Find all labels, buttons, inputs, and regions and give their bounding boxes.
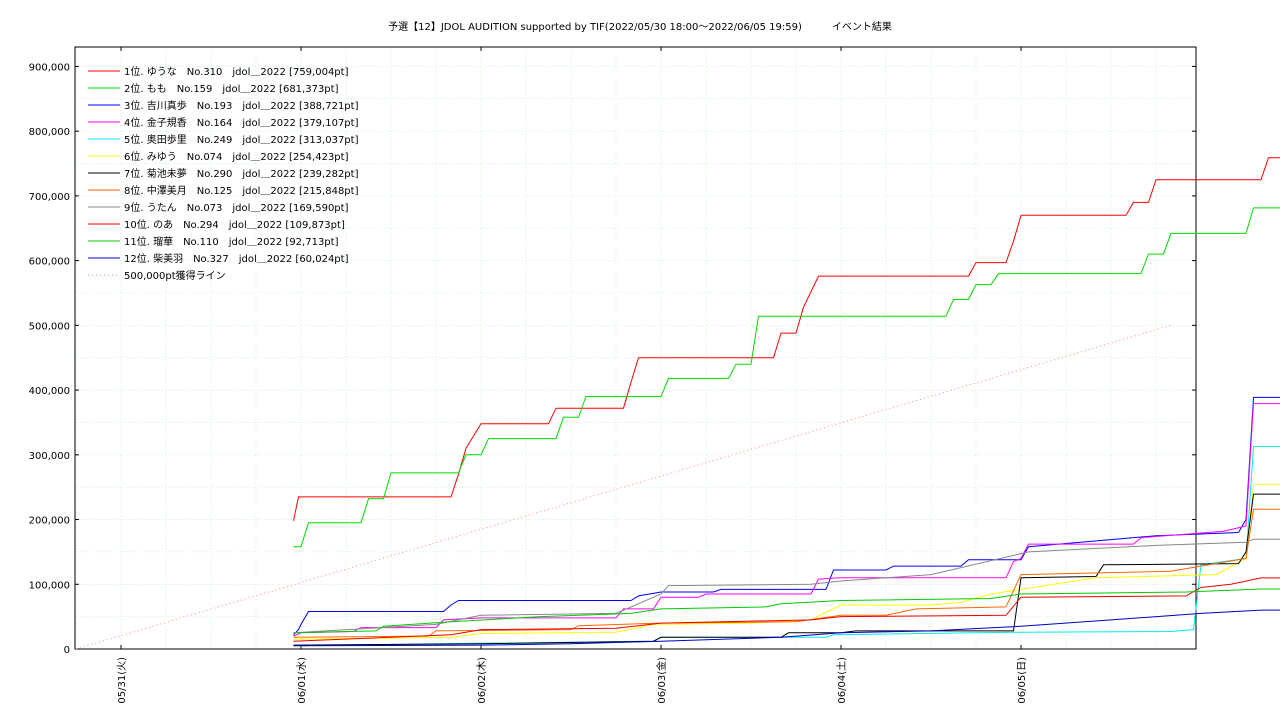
x-tick-label: 06/01(水) xyxy=(296,657,308,704)
plot-area xyxy=(75,47,1196,649)
legend-label-12: 12位. 柴美羽 No.327 jdol＿2022 [60,024pt] xyxy=(124,252,349,265)
series-line-6 xyxy=(293,483,1280,640)
series-line-1 xyxy=(293,157,1280,521)
y-tick-label: 0 xyxy=(64,645,70,656)
legend-label-2: 2位. もも No.159 jdol＿2022 [681,373pt] xyxy=(124,82,339,95)
y-tick-label: 200,000 xyxy=(29,516,70,527)
y-tick-label: 100,000 xyxy=(29,580,70,591)
legend-label-13: 500,000pt獲得ライン xyxy=(124,269,226,282)
y-tick-label: 700,000 xyxy=(29,192,70,203)
x-tick-label: 06/02(木) xyxy=(476,657,488,704)
legend-label-11: 11位. 瑠華 No.110 jdol＿2022 [92,713pt] xyxy=(124,235,339,248)
series-line-10 xyxy=(293,577,1280,642)
y-tick-label: 500,000 xyxy=(29,321,70,332)
plot-frame xyxy=(74,46,1197,650)
legend-label-1: 1位. ゆうな No.310 jdol＿2022 [759,004pt] xyxy=(124,65,349,78)
series-line-3 xyxy=(293,396,1280,636)
y-tick-label: 900,000 xyxy=(29,62,70,73)
y-tick-label: 800,000 xyxy=(29,127,70,138)
y-tick-label: 600,000 xyxy=(29,257,70,268)
y-tick-label: 300,000 xyxy=(29,451,70,462)
series-line-9 xyxy=(293,538,1280,634)
legend-label-3: 3位. 吉川真歩 No.193 jdol＿2022 [388,721pt] xyxy=(124,99,359,112)
x-tick-label: 05/31(火) xyxy=(116,657,128,704)
series-line-8 xyxy=(293,508,1280,638)
legend-label-5: 5位. 奥田歩里 No.249 jdol＿2022 [313,037pt] xyxy=(124,133,359,146)
legend-label-9: 9位. うたん No.073 jdol＿2022 [169,590pt] xyxy=(124,201,349,214)
legend-label-10: 10位. のあ No.294 jdol＿2022 [109,873pt] xyxy=(124,218,345,231)
legend-label-8: 8位. 中澤美月 No.125 jdol＿2022 [215,848pt] xyxy=(124,184,359,197)
x-tick-label: 06/05(日) xyxy=(1017,657,1028,704)
x-tick-label: 06/03(金) xyxy=(655,657,668,704)
legend-label-7: 7位. 菊池未夢 No.290 jdol＿2022 [239,282pt] xyxy=(124,167,359,180)
series-line-2 xyxy=(293,207,1280,548)
legend-label-4: 4位. 金子規香 No.164 jdol＿2022 [379,107pt] xyxy=(124,116,359,129)
chart-title: 予選【12】JDOL AUDITION supported by TIF(202… xyxy=(388,22,892,33)
legend-label-6: 6位. みゆう No.074 jdol＿2022 [254,423pt] xyxy=(124,150,349,163)
x-tick-label: 06/04(土) xyxy=(835,657,848,704)
y-tick-label: 400,000 xyxy=(29,386,70,397)
series-line-4 xyxy=(293,403,1280,637)
series-line-12 xyxy=(293,609,1280,647)
series-line-11 xyxy=(293,588,1280,634)
